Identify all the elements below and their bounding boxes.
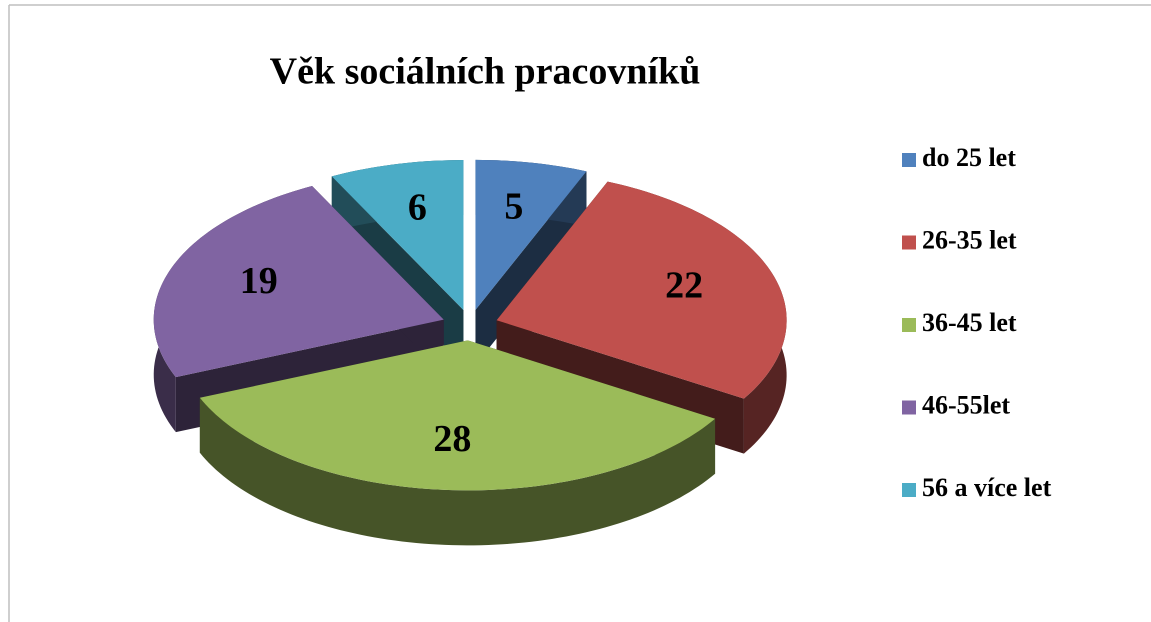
slice [153, 186, 444, 378]
data-label: 28 [433, 418, 471, 460]
legend-swatch [902, 318, 916, 332]
data-label: 5 [504, 186, 523, 228]
slice [496, 181, 787, 399]
slice [331, 160, 464, 311]
data-label: 6 [408, 187, 427, 229]
legend: do 25 let 26-35 let 36-45 let 46-55let 56 a … [902, 143, 1052, 502]
slice-wall [199, 397, 716, 546]
legend-label: 56 a více let [922, 473, 1052, 502]
pie: 5 22 28 19 6 [153, 159, 787, 546]
legend-label: 26-35 let [922, 225, 1017, 254]
legend-label: 36-45 let [922, 308, 1017, 337]
slice [475, 159, 587, 310]
legend-label: do 25 let [922, 143, 1016, 172]
legend-label: 46-55let [922, 390, 1010, 419]
legend-swatch [902, 400, 916, 415]
data-label: 19 [240, 260, 278, 302]
legend-swatch [902, 483, 916, 497]
chart-title: Věk sociálních pracovníků [270, 51, 701, 93]
slice [199, 340, 716, 491]
legend-swatch [902, 235, 916, 250]
data-label: 22 [665, 264, 703, 306]
legend-swatch [902, 153, 916, 167]
